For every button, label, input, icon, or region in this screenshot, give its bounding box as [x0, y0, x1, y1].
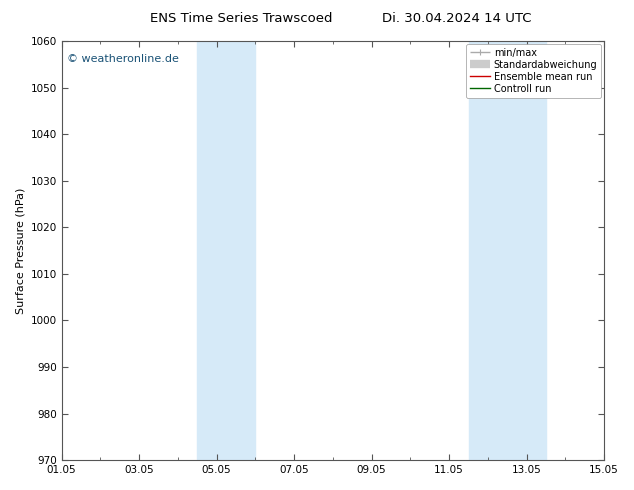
Bar: [469, 41, 546, 460]
Text: ENS Time Series Trawscoed: ENS Time Series Trawscoed: [150, 12, 332, 25]
Text: Di. 30.04.2024 14 UTC: Di. 30.04.2024 14 UTC: [382, 12, 531, 25]
Bar: [197, 41, 256, 460]
Legend: min/max, Standardabweichung, Ensemble mean run, Controll run: min/max, Standardabweichung, Ensemble me…: [467, 44, 601, 98]
Text: © weatheronline.de: © weatheronline.de: [67, 53, 179, 64]
Y-axis label: Surface Pressure (hPa): Surface Pressure (hPa): [15, 187, 25, 314]
